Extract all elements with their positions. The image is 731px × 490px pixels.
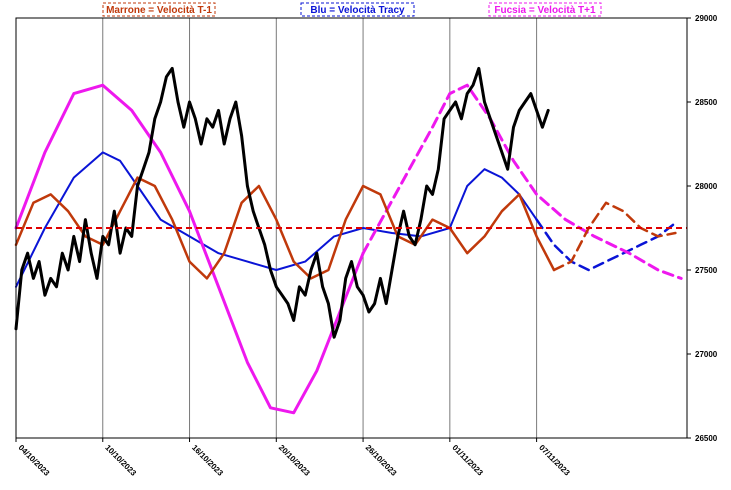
legend-label: Blu = Velocità Tracy: [310, 5, 405, 16]
series-line-tracy-projection: [535, 218, 677, 272]
legend-box: [300, 2, 415, 17]
series-line-price: [14, 66, 550, 339]
y-tick-label: 28500: [695, 98, 718, 107]
legend-box: [488, 2, 602, 17]
y-tick-label: 27500: [695, 266, 718, 275]
legend-label: Marrone = Velocità T-1: [106, 5, 212, 16]
legend-box: [102, 2, 216, 17]
y-tick-label: 29000: [695, 14, 718, 23]
y-tick-label: 27000: [695, 350, 718, 359]
series-line-t-plus-1-projection: [361, 83, 683, 280]
plot-frame: [15, 17, 688, 439]
y-tick-label: 28000: [695, 182, 718, 191]
legend-label: Fucsia = Velocità T+1: [494, 5, 596, 16]
series-line-t-plus-1: [14, 83, 365, 415]
series-line-tracy: [15, 151, 538, 288]
series-layer: [14, 66, 683, 415]
series-line-t-minus-1-projection: [552, 201, 677, 272]
legend-layer: Marrone = Velocità T-1 Blu = Velocità Tra…: [102, 2, 602, 17]
y-tick-label: 26500: [695, 434, 718, 443]
